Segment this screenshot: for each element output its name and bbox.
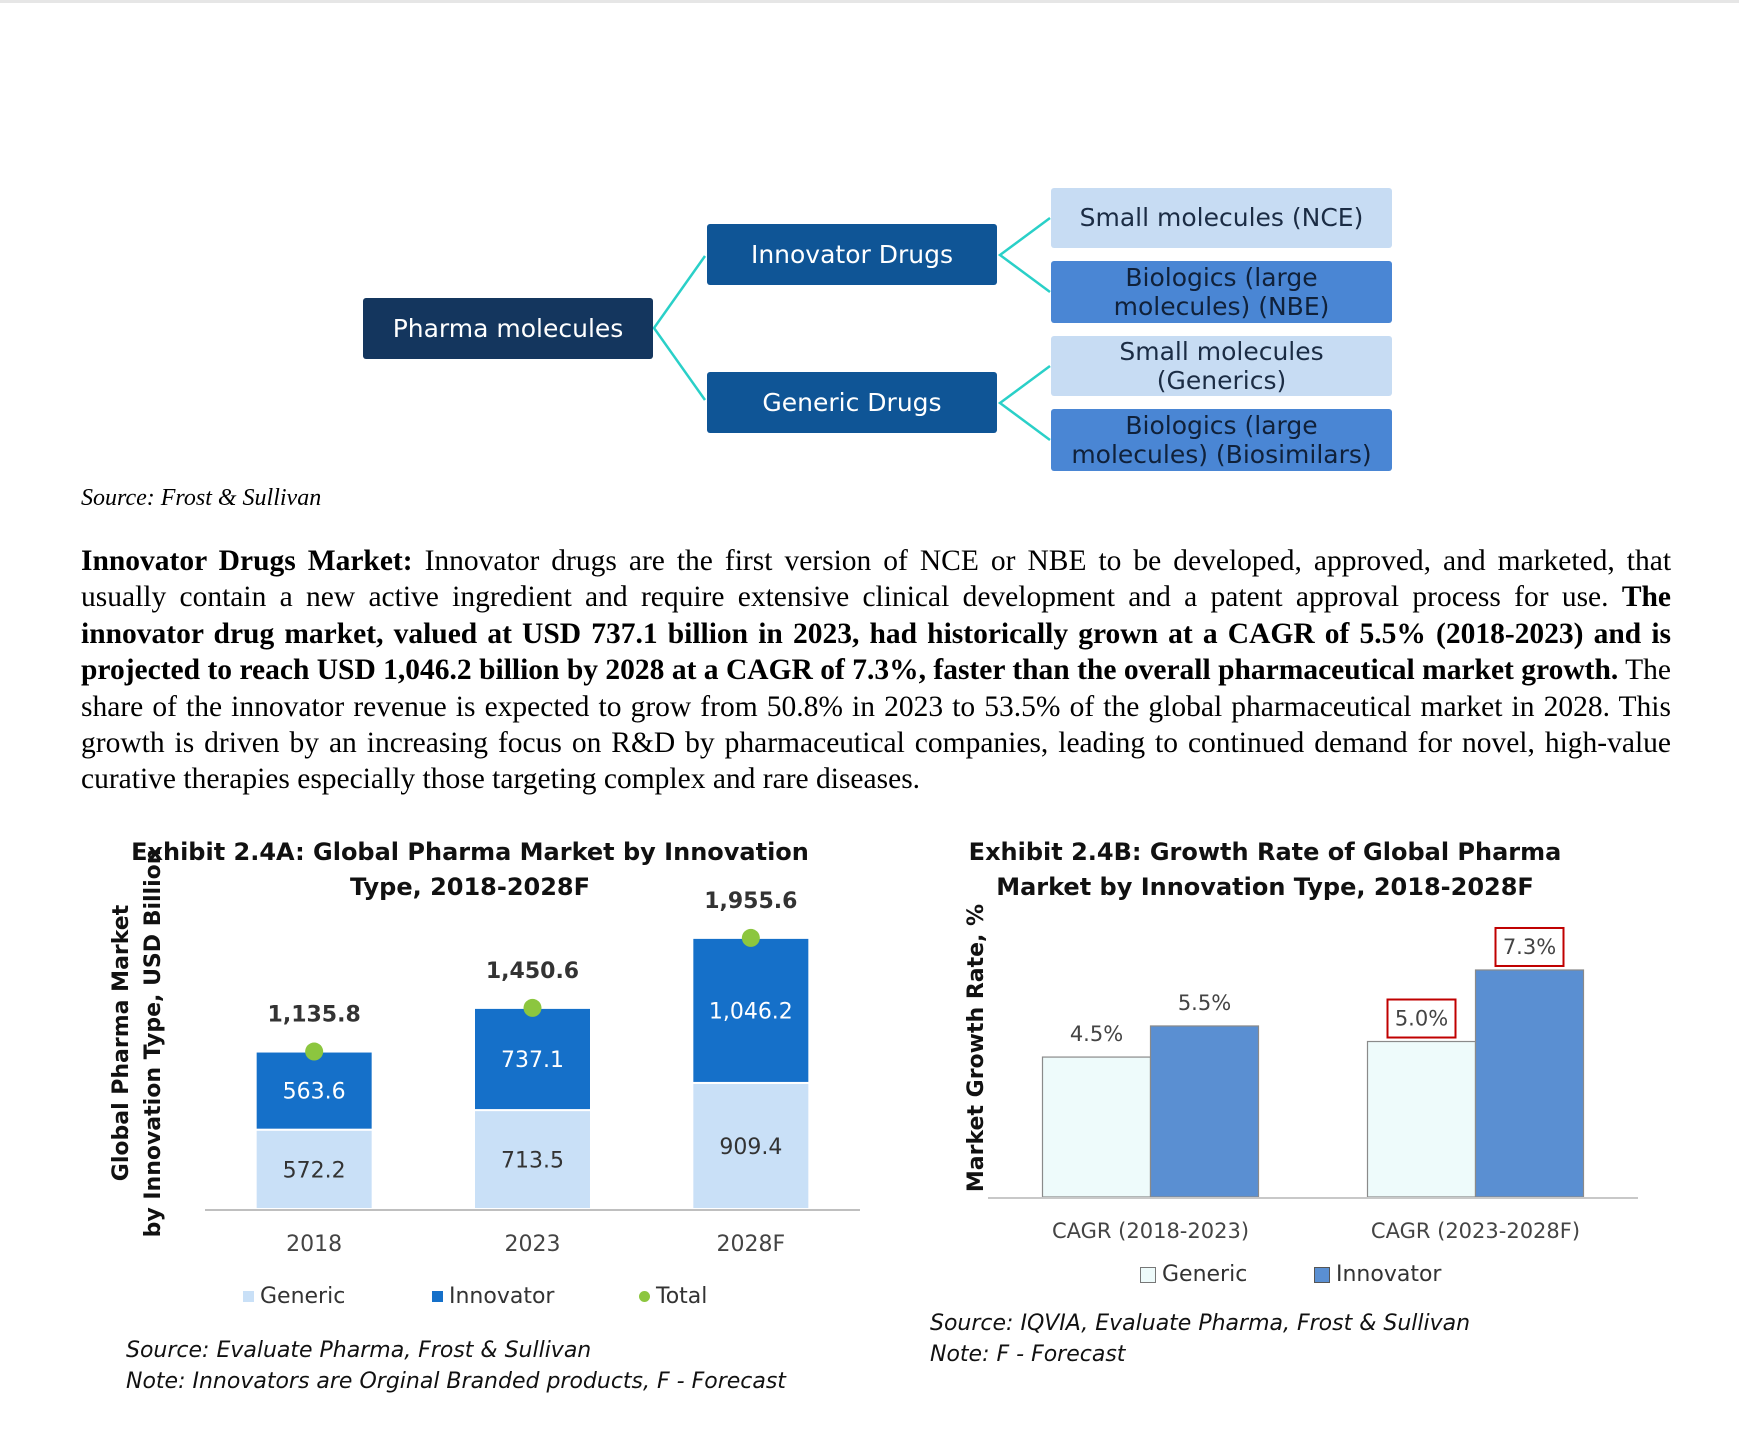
bar-innovator-2 [1474, 969, 1585, 1198]
x-tick-b-1: CAGR (2018-2023) [1052, 1219, 1249, 1243]
exhibit-b-title: Exhibit 2.4B: Growth Rate of Global Phar… [935, 835, 1595, 905]
x-tick-2018: 2018 [286, 1232, 342, 1257]
label-innovator-2028F: 1,046.2 [709, 999, 793, 1024]
x-tick-b-2: CAGR (2023-2028F) [1371, 1219, 1580, 1243]
generic-drugs-node: Generic Drugs [707, 372, 997, 433]
legend-a-total-label: Total [656, 1284, 708, 1309]
legend-a-generic-swatch [243, 1291, 254, 1302]
legend-b-generic-label: Generic [1162, 1262, 1248, 1287]
legend-a-total-swatch [639, 1291, 650, 1302]
bar-generic-2023 [473, 1109, 592, 1211]
biologics-nbe-node: Biologics (large molecules) (NBE) [1051, 261, 1392, 323]
label-generic-2028F: 909.4 [719, 1135, 782, 1160]
marker-total-2028F [741, 928, 760, 947]
bar-generic-1 [1041, 1056, 1152, 1198]
biologics-biosimilars-node: Biologics (large molecules) (Biosimilars… [1051, 409, 1392, 471]
exhibit-a-note: Note: Innovators are Orginal Branded pro… [126, 1369, 786, 1394]
bar-innovator-2023 [473, 1006, 592, 1112]
legend-b-innovator: Innovator [1314, 1262, 1441, 1287]
connector-root [652, 255, 707, 401]
label-innovator-2: 7.3% [1503, 935, 1556, 959]
innovator-paragraph: Innovator Drugs Market: Innovator drugs … [81, 543, 1671, 798]
paragraph-text-1: Innovator drugs are the first version of… [81, 545, 1672, 614]
x-tick-2028F: 2028F [717, 1232, 786, 1257]
y-axis-label-a-line1: Global Pharma Market [109, 904, 134, 1181]
legend-a-generic: Generic [243, 1284, 345, 1309]
exhibit-a-notes: Source: Evaluate Pharma, Frost & Sulliva… [126, 1335, 786, 1397]
label-total-2023: 1,450.6 [486, 959, 579, 984]
diagram-source: Source: Frost & Sullivan [81, 485, 322, 511]
legend-b-generic: Generic [1140, 1262, 1247, 1287]
bar-innovator-1 [1149, 1025, 1260, 1198]
top-border [0, 0, 1739, 3]
bar-innovator-2028F [691, 936, 811, 1084]
legend-b-innovator-label: Innovator [1336, 1262, 1442, 1287]
connector-innovator [997, 216, 1051, 294]
paragraph-text-2: The share of the innovator revenue is ex… [81, 654, 1671, 796]
root-node: Pharma molecules [363, 298, 653, 359]
pharma-molecules-diagram: Pharma molecules Innovator Drugs Generic… [0, 150, 1739, 490]
label-generic-1: 4.5% [1070, 1022, 1123, 1046]
legend-b-generic-swatch [1140, 1266, 1156, 1283]
exhibit-a-title: Exhibit 2.4A: Global Pharma Market by In… [130, 835, 810, 905]
y-axis-label-a-line2: by Innovation Type, USD Billion [141, 849, 166, 1238]
label-generic-2018: 572.2 [283, 1158, 346, 1183]
legend-a-innovator: Innovator [432, 1284, 554, 1309]
diagram-connectors [652, 216, 1051, 442]
x-tick-2023: 2023 [505, 1232, 561, 1257]
bar-generic-2 [1366, 1040, 1477, 1198]
paragraph-bold: The innovator drug market, valued at USD… [81, 581, 1671, 687]
marker-total-2018 [305, 1042, 324, 1061]
y-axis-label-b: Market Growth Rate, % [964, 904, 989, 1192]
small-molecules-generics-node: Small molecules (Generics) [1051, 336, 1392, 396]
innovator-drugs-node: Innovator Drugs [707, 224, 997, 285]
legend-a-innovator-label: Innovator [449, 1284, 555, 1309]
legend-a-generic-label: Generic [260, 1284, 346, 1309]
bar-innovator-2018 [254, 1050, 374, 1131]
bar-generic-2018 [254, 1128, 374, 1210]
label-innovator-2018: 563.6 [283, 1080, 346, 1105]
legend-a-total: Total [639, 1284, 707, 1309]
label-generic-2023: 713.5 [501, 1149, 564, 1174]
exhibit-a-source: Source: Evaluate Pharma, Frost & Sulliva… [126, 1338, 592, 1363]
highlight-box-generic-2 [1386, 998, 1457, 1039]
connector-generic [997, 364, 1051, 442]
highlight-box-innovator-2 [1494, 926, 1565, 967]
exhibit-b-title-line1: Exhibit 2.4B: Growth Rate of Global Phar… [968, 838, 1562, 866]
small-molecules-nce-node: Small molecules (NCE) [1051, 188, 1392, 248]
exhibit-a-title-line1: Exhibit 2.4A: Global Pharma Market by In… [131, 838, 809, 866]
label-innovator-2023: 737.1 [501, 1048, 564, 1073]
paragraph-lead: Innovator Drugs Market: [81, 545, 413, 577]
label-innovator-1: 5.5% [1178, 991, 1231, 1015]
legend-a-innovator-swatch [432, 1291, 443, 1302]
marker-total-2023 [523, 998, 542, 1017]
exhibit-b-notes: Source: IQVIA, Evaluate Pharma, Frost & … [930, 1308, 1470, 1370]
exhibit-b-note: Note: F - Forecast [930, 1342, 1126, 1367]
bar-generic-2028F [691, 1081, 811, 1210]
exhibit-b-source: Source: IQVIA, Evaluate Pharma, Frost & … [930, 1311, 1471, 1336]
exhibit-a-title-line2: Type, 2018-2028F [349, 873, 591, 901]
legend-b-innovator-swatch [1314, 1266, 1330, 1283]
exhibit-b-title-line2: Market by Innovation Type, 2018-2028F [996, 873, 1534, 901]
label-generic-2: 5.0% [1395, 1007, 1448, 1031]
label-total-2018: 1,135.8 [268, 1003, 361, 1028]
